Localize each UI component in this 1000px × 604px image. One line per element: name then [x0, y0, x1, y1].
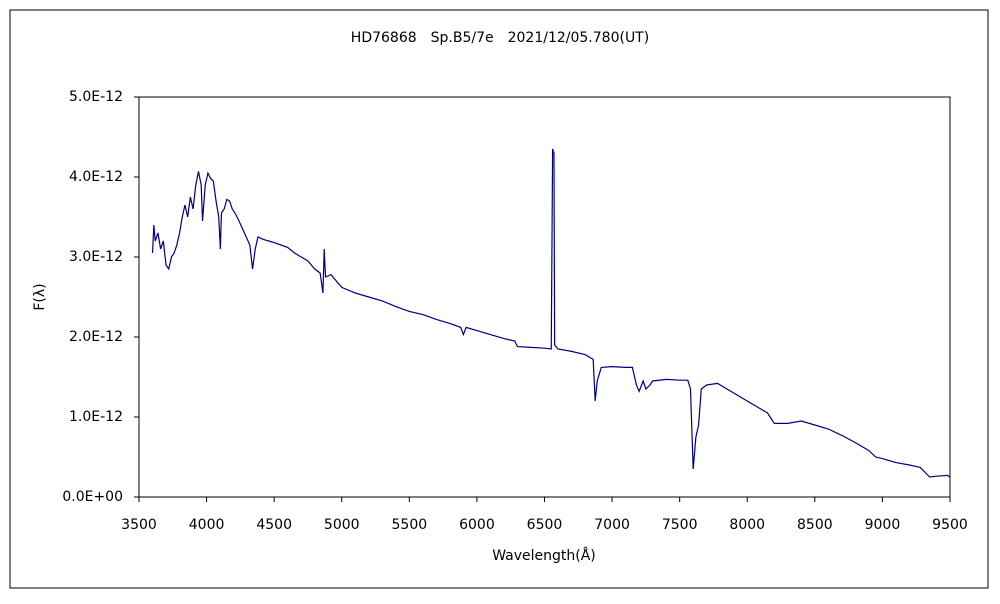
x-tick-label: 6000 [459, 517, 495, 533]
y-tick-label: 1.0E-12 [69, 409, 123, 425]
x-tick-label: 4000 [189, 517, 225, 533]
x-tick-label: 5500 [392, 517, 428, 533]
x-tick-label: 6500 [527, 517, 563, 533]
x-tick-label: 3500 [121, 517, 157, 533]
x-tick-label: 8000 [729, 517, 765, 533]
x-tick-label: 5000 [324, 517, 360, 533]
chart-border [9, 9, 989, 589]
x-tick-label: 8500 [797, 517, 833, 533]
x-tick-label: 9000 [865, 517, 901, 533]
x-tick-label: 7000 [594, 517, 630, 533]
y-tick-label: 4.0E-12 [69, 169, 123, 185]
x-tick-label: 7500 [662, 517, 698, 533]
x-tick-label: 9500 [932, 517, 968, 533]
spectrum-line [151, 148, 951, 478]
y-axis-label: F(λ) [32, 283, 48, 310]
x-axis-label: Wavelength(Å) [492, 547, 596, 564]
y-tick-label: 0.0E+00 [62, 489, 123, 505]
y-tick-label: 2.0E-12 [69, 329, 123, 345]
chart-title: HD76868 Sp.B5/7e 2021/12/05.780(UT) [351, 30, 649, 46]
y-tick-label: 5.0E-12 [69, 89, 123, 105]
y-tick-label: 3.0E-12 [69, 249, 123, 265]
x-tick-label: 4500 [256, 517, 292, 533]
